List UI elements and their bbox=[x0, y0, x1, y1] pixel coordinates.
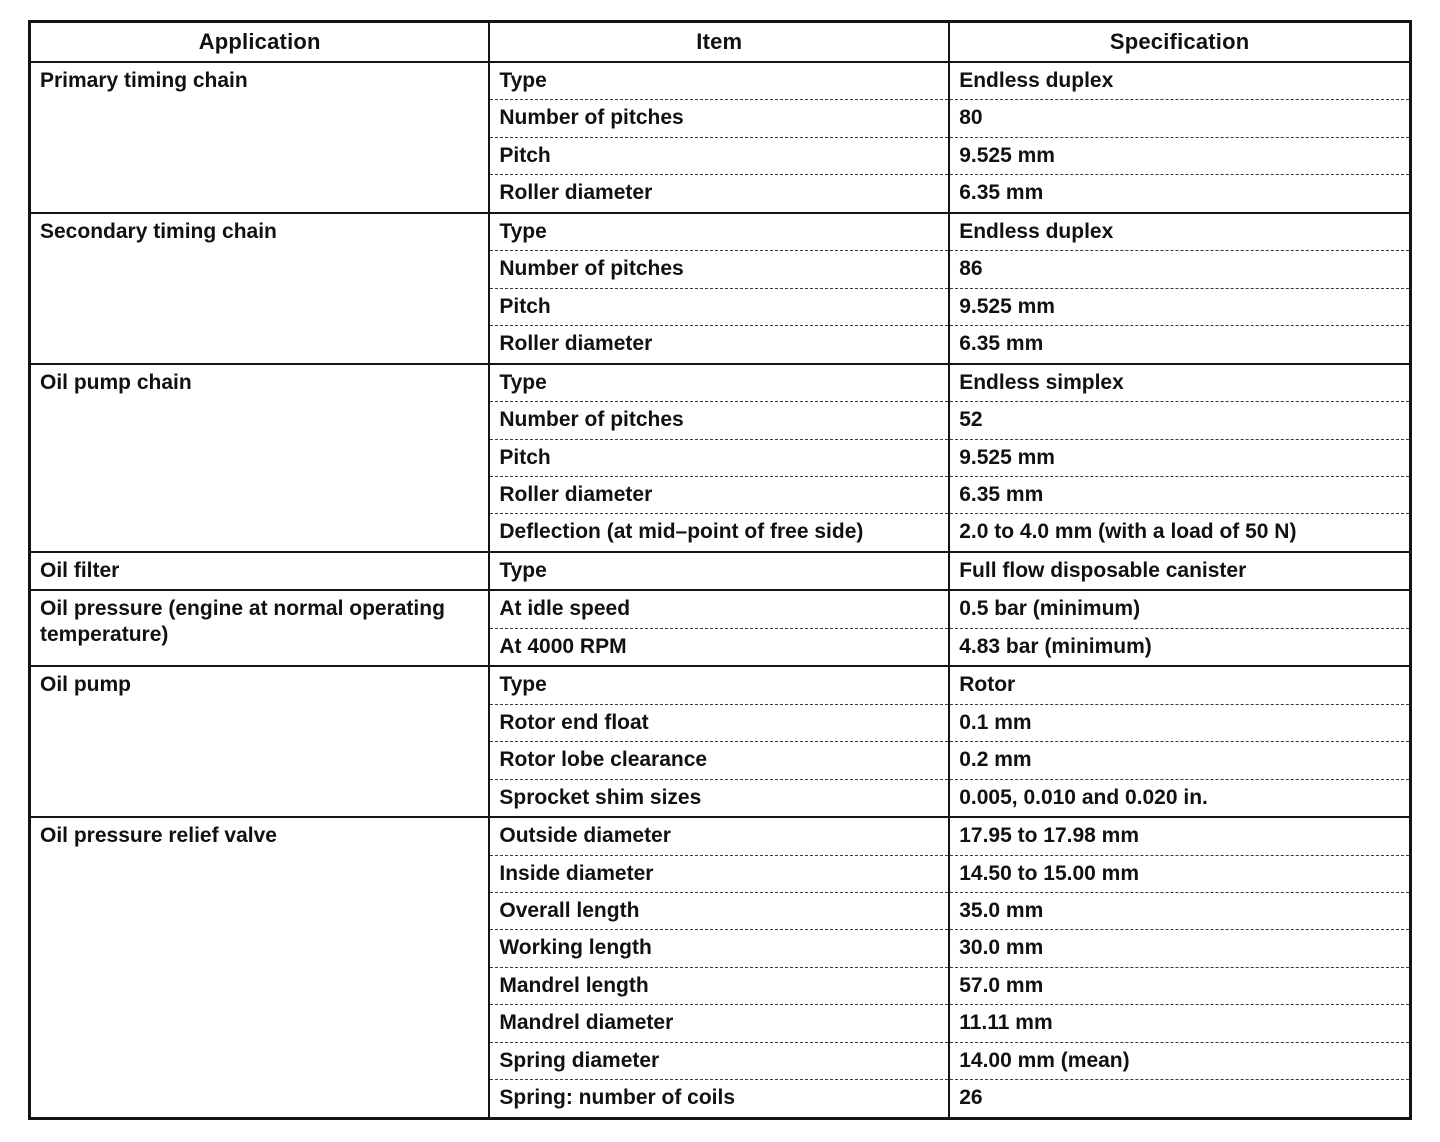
item-cell: Type bbox=[488, 211, 951, 251]
table-row: Number of pitches 80 bbox=[30, 99, 1412, 138]
table-row: Deflection (at mid–point of free side) 2.… bbox=[30, 513, 1412, 552]
table-row: Secondary timing chain Type Endless duplex bbox=[28, 211, 1412, 364]
table-row: Oil pressure (engine at normal operating… bbox=[28, 589, 1412, 667]
spec-cell: Endless duplex bbox=[948, 211, 1412, 251]
table-row: Pitch 9.525 mm bbox=[30, 438, 1412, 477]
table-row: Roller diameter 6.35 mm bbox=[30, 325, 1412, 364]
spec-cell: Full flow disposable canister bbox=[948, 550, 1412, 591]
item-cell: Type bbox=[488, 550, 951, 591]
table-row: Rotor end float 0.1 mm bbox=[30, 703, 1412, 742]
spec-cell: 0.005, 0.010 and 0.020 in. bbox=[948, 778, 1412, 818]
spec-cell: Endless duplex bbox=[948, 61, 1412, 100]
spec-cell: 52 bbox=[948, 401, 1412, 440]
header-row: Application Item Specification bbox=[28, 20, 1412, 63]
item-cell: Type bbox=[488, 362, 951, 402]
spec-cell: 6.35 mm bbox=[948, 174, 1412, 213]
spec-cell: 30.0 mm bbox=[948, 929, 1412, 968]
spec-cell: 35.0 mm bbox=[948, 891, 1412, 930]
spec-cell: 9.525 mm bbox=[948, 136, 1412, 175]
table-row: Oil pressure relief valve Outside diamete… bbox=[28, 816, 1412, 1119]
spec-cell: 11.11 mm bbox=[948, 1004, 1412, 1043]
table-row: Roller diameter 6.35 mm bbox=[30, 475, 1412, 514]
item-cell: Roller diameter bbox=[488, 475, 951, 514]
table-row: Oil filter Type Full flow disposable canis… bbox=[28, 550, 1412, 591]
application-cell: Primary timing chain bbox=[28, 61, 491, 213]
table-row: Spring diameter 14.00 mm (mean) bbox=[30, 1041, 1412, 1080]
item-cell: Pitch bbox=[488, 438, 951, 477]
spec-cell: 26 bbox=[948, 1079, 1412, 1119]
item-cell: Mandrel length bbox=[488, 966, 951, 1005]
item-cell: Rotor lobe clearance bbox=[488, 741, 951, 780]
application-cell: Oil filter bbox=[28, 550, 491, 591]
table-row: Overall length 35.0 mm bbox=[30, 891, 1412, 930]
item-cell: Roller diameter bbox=[488, 174, 951, 213]
table-row: At 4000 RPM 4.83 bar (minimum) bbox=[30, 627, 1412, 667]
item-cell: Mandrel diameter bbox=[488, 1004, 951, 1043]
application-cell: Oil pump bbox=[28, 665, 491, 818]
table-row: Sprocket shim sizes 0.005, 0.010 and 0.02… bbox=[30, 778, 1412, 818]
spec-cell: 4.83 bar (minimum) bbox=[948, 627, 1412, 667]
spec-cell: Endless simplex bbox=[948, 362, 1412, 402]
item-cell: Deflection (at mid–point of free side) bbox=[488, 513, 951, 552]
item-cell: Inside diameter bbox=[488, 854, 951, 893]
item-cell: Type bbox=[488, 665, 951, 705]
spec-cell: 0.5 bar (minimum) bbox=[948, 589, 1412, 629]
col-header-application: Application bbox=[28, 20, 491, 63]
table-row: Number of pitches 52 bbox=[30, 401, 1412, 440]
spec-cell: 0.2 mm bbox=[948, 741, 1412, 780]
item-cell: Pitch bbox=[488, 136, 951, 175]
table-header: Application Item Specification bbox=[28, 20, 1412, 63]
table-row: Pitch 9.525 mm bbox=[30, 287, 1412, 326]
table-row: Oil pump chain Type Endless simplex bbox=[28, 362, 1412, 552]
item-cell: Sprocket shim sizes bbox=[488, 778, 951, 818]
item-cell: Rotor end float bbox=[488, 703, 951, 742]
spec-cell: 2.0 to 4.0 mm (with a load of 50 N) bbox=[948, 513, 1412, 552]
application-cell: Oil pressure relief valve bbox=[28, 816, 491, 1119]
table-row: Working length 30.0 mm bbox=[30, 929, 1412, 968]
spec-cell: 6.35 mm bbox=[948, 475, 1412, 514]
table-row: Mandrel length 57.0 mm bbox=[30, 966, 1412, 1005]
spec-cell: 9.525 mm bbox=[948, 438, 1412, 477]
spec-cell: 17.95 to 17.98 mm bbox=[948, 816, 1412, 856]
item-cell: Type bbox=[488, 61, 951, 100]
spec-cell: Rotor bbox=[948, 665, 1412, 705]
application-cell: Secondary timing chain bbox=[28, 211, 491, 364]
item-cell: Number of pitches bbox=[488, 401, 951, 440]
spec-cell: 80 bbox=[948, 99, 1412, 138]
item-cell: Spring diameter bbox=[488, 1041, 951, 1080]
item-cell: Number of pitches bbox=[488, 99, 951, 138]
item-cell: Working length bbox=[488, 929, 951, 968]
application-cell: Oil pump chain bbox=[28, 362, 491, 552]
spec-cell: 6.35 mm bbox=[948, 325, 1412, 364]
item-cell: Overall length bbox=[488, 891, 951, 930]
spec-cell: 86 bbox=[948, 250, 1412, 289]
spec-cell: 9.525 mm bbox=[948, 287, 1412, 326]
item-cell: Number of pitches bbox=[488, 250, 951, 289]
item-cell: At 4000 RPM bbox=[488, 627, 951, 667]
application-cell: Oil pressure (engine at normal operating… bbox=[28, 589, 491, 667]
table-row: Primary timing chain Type Endless duplex bbox=[28, 61, 1412, 213]
table-row: Roller diameter 6.35 mm bbox=[30, 174, 1412, 213]
item-cell: Pitch bbox=[488, 287, 951, 326]
table-body: Primary timing chain Type Endless duplex Nu… bbox=[28, 61, 1412, 1119]
item-cell: Outside diameter bbox=[488, 816, 951, 856]
table-row: Number of pitches 86 bbox=[30, 250, 1412, 289]
table-row: Rotor lobe clearance 0.2 mm bbox=[30, 741, 1412, 780]
table-row: Pitch 9.525 mm bbox=[30, 136, 1412, 175]
item-cell: Roller diameter bbox=[488, 325, 951, 364]
spec-cell: 14.50 to 15.00 mm bbox=[948, 854, 1412, 893]
spec-cell: 57.0 mm bbox=[948, 966, 1412, 1005]
table-row: Spring: number of coils 26 bbox=[30, 1079, 1412, 1119]
table-row: Oil pump Type Rotor bbox=[28, 665, 1412, 818]
col-header-item: Item bbox=[488, 20, 951, 63]
item-cell: Spring: number of coils bbox=[488, 1079, 951, 1119]
col-header-specification: Specification bbox=[948, 20, 1412, 63]
table-row: Mandrel diameter 11.11 mm bbox=[30, 1004, 1412, 1043]
table-row: Inside diameter 14.50 to 15.00 mm bbox=[30, 854, 1412, 893]
spec-cell: 0.1 mm bbox=[948, 703, 1412, 742]
item-cell: At idle speed bbox=[488, 589, 951, 629]
spec-table: Application Item Specification Primary t… bbox=[28, 20, 1412, 1120]
spec-cell: 14.00 mm (mean) bbox=[948, 1041, 1412, 1080]
